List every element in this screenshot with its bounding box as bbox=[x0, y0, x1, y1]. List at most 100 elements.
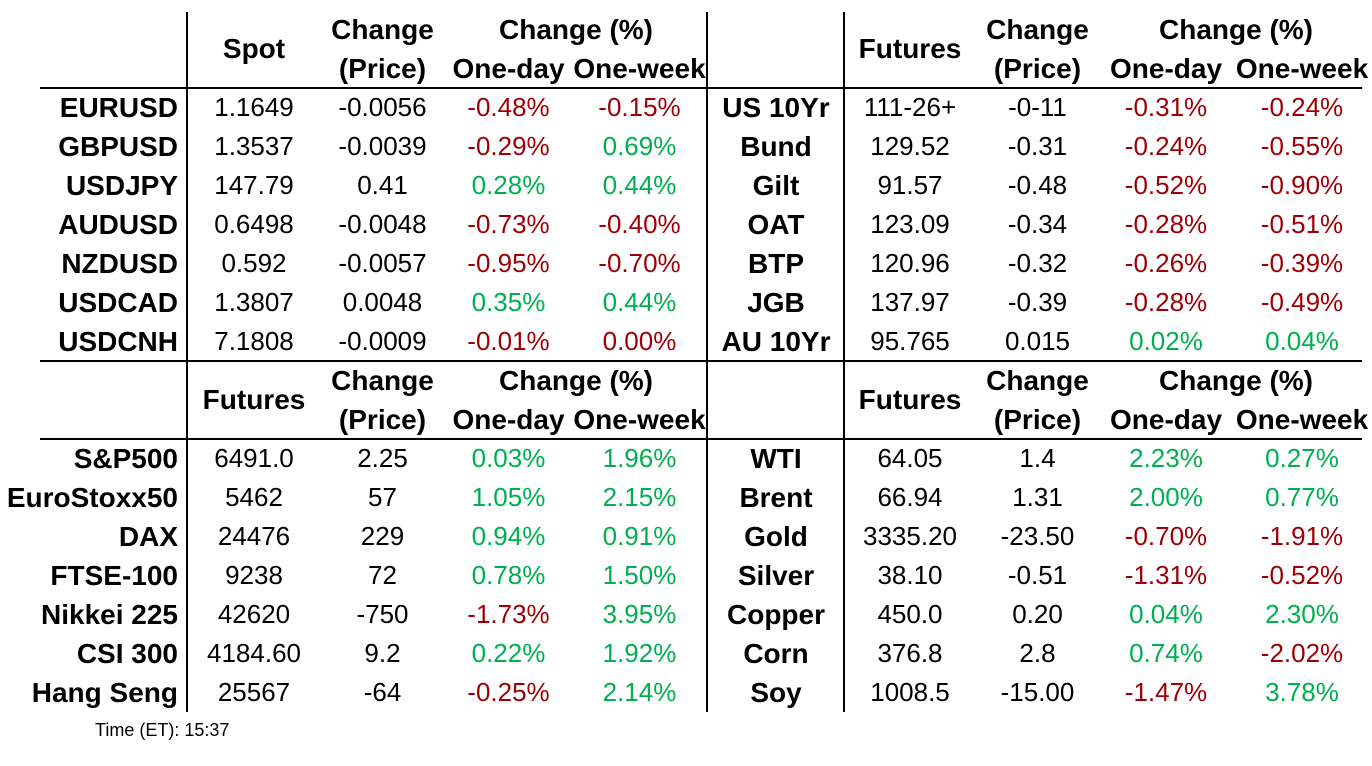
one-week-cell: 0.44% bbox=[602, 170, 677, 200]
change-cell: 9.2 bbox=[364, 638, 401, 668]
one-week-cell: 1.50% bbox=[602, 560, 677, 590]
table-row: GBPUSD 1.3537 -0.0039 -0.29% 0.69% bbox=[0, 127, 707, 166]
one-week-column-header: One-week bbox=[573, 403, 706, 435]
one-week-cell: 0.04% bbox=[1265, 326, 1339, 356]
one-week-cell: 3.95% bbox=[602, 599, 677, 629]
row-label: GBPUSD bbox=[58, 130, 178, 162]
one-day-cell: 0.74% bbox=[1129, 638, 1203, 668]
change-cell: 1.4 bbox=[1019, 443, 1056, 473]
change-cell: -0.31 bbox=[1007, 131, 1068, 161]
table-row: BTP 120.96 -0.32 -0.26% -0.39% bbox=[707, 244, 1372, 283]
value-cell: 9238 bbox=[225, 560, 283, 590]
change-cell: -15.00 bbox=[1000, 677, 1075, 707]
table-row: OAT 123.09 -0.34 -0.28% -0.51% bbox=[707, 205, 1372, 244]
row-label: Bund bbox=[740, 130, 812, 162]
change-cell: 1.31 bbox=[1012, 482, 1063, 512]
table-row: Brent 66.94 1.31 2.00% 0.77% bbox=[707, 478, 1372, 517]
divider-section-mid-right bbox=[706, 360, 1362, 362]
value-cell: 1.1649 bbox=[214, 92, 294, 122]
value-cell: 42620 bbox=[217, 599, 291, 629]
value-cell: 450.0 bbox=[877, 599, 943, 629]
one-week-cell: -2.02% bbox=[1260, 638, 1344, 668]
change-cell: 229 bbox=[360, 521, 405, 551]
value-cell: 5462 bbox=[225, 482, 283, 512]
row-label: Copper bbox=[727, 598, 825, 630]
one-day-cell: 0.03% bbox=[471, 443, 546, 473]
row-label: BTP bbox=[748, 247, 804, 279]
row-label: Silver bbox=[737, 559, 815, 591]
row-label: CSI 300 bbox=[76, 637, 178, 669]
equity-futures-table: Futures Change (Price) Change (%) One-da… bbox=[0, 361, 707, 712]
one-week-cell: 2.15% bbox=[602, 482, 677, 512]
one-week-cell: -0.90% bbox=[1260, 170, 1344, 200]
value-cell: 7.1808 bbox=[214, 326, 294, 356]
value-cell: 111-26+ bbox=[863, 92, 957, 122]
value-cell: 91.57 bbox=[877, 170, 943, 200]
value-cell: 64.05 bbox=[877, 443, 943, 473]
one-week-cell: 3.78% bbox=[1265, 677, 1339, 707]
one-week-cell: -0.24% bbox=[1260, 92, 1344, 122]
one-week-cell: 2.30% bbox=[1265, 599, 1339, 629]
value-cell: 137.97 bbox=[870, 287, 950, 317]
row-label: Gilt bbox=[752, 169, 800, 201]
one-day-cell: -1.31% bbox=[1124, 560, 1208, 590]
change-price-header-line2: (Price) bbox=[993, 403, 1082, 435]
one-week-cell: -0.52% bbox=[1260, 560, 1344, 590]
one-week-cell: 1.92% bbox=[602, 638, 677, 668]
one-week-cell: 0.00% bbox=[602, 326, 677, 356]
one-week-cell: -0.40% bbox=[598, 209, 681, 239]
spot-column-header: Spot bbox=[222, 33, 286, 64]
table-row: JGB 137.97 -0.39 -0.28% -0.49% bbox=[707, 283, 1372, 322]
row-label: FTSE-100 bbox=[50, 559, 178, 591]
value-cell: 25567 bbox=[217, 677, 291, 707]
table-row: USDJPY 147.79 0.41 0.28% 0.44% bbox=[0, 166, 707, 205]
value-cell: 95.765 bbox=[870, 326, 950, 356]
one-day-cell: 1.05% bbox=[471, 482, 546, 512]
row-label: NZDUSD bbox=[61, 247, 178, 279]
value-cell: 1008.5 bbox=[870, 677, 950, 707]
one-week-cell: -0.15% bbox=[598, 92, 681, 122]
one-day-cell: -0.52% bbox=[1124, 170, 1208, 200]
left-column: Spot Change (Price) Change (%) One-day O… bbox=[0, 10, 707, 712]
one-day-cell: 0.04% bbox=[1129, 599, 1203, 629]
change-cell: 0.41 bbox=[357, 170, 408, 200]
one-day-cell: -1.73% bbox=[467, 599, 550, 629]
one-day-cell: -0.26% bbox=[1124, 248, 1208, 278]
table-row: AUDUSD 0.6498 -0.0048 -0.73% -0.40% bbox=[0, 205, 707, 244]
row-label: Nikkei 225 bbox=[41, 598, 178, 630]
value-cell: 0.6498 bbox=[214, 209, 294, 239]
one-day-cell: 0.35% bbox=[471, 287, 546, 317]
commodity-table-header: Futures Change (Price) Change (%) One-da… bbox=[707, 361, 1372, 439]
value-cell: 66.94 bbox=[877, 482, 943, 512]
right-column: Futures Change (Price) Change (%) One-da… bbox=[707, 10, 1372, 712]
one-day-column-header: One-day bbox=[1109, 52, 1223, 84]
table-row: Gilt 91.57 -0.48 -0.52% -0.90% bbox=[707, 166, 1372, 205]
one-week-cell: 0.91% bbox=[602, 521, 677, 551]
row-label: AU 10Yr bbox=[721, 325, 831, 357]
one-day-cell: -0.29% bbox=[467, 131, 550, 161]
row-label: Brent bbox=[739, 481, 813, 513]
table-row: Hang Seng 25567 -64 -0.25% 2.14% bbox=[0, 673, 707, 712]
one-week-cell: 0.44% bbox=[602, 287, 677, 317]
row-label: USDCNH bbox=[58, 325, 178, 357]
value-cell: 0.592 bbox=[221, 248, 287, 278]
table-row: FTSE-100 9238 72 0.78% 1.50% bbox=[0, 556, 707, 595]
value-cell: 120.96 bbox=[870, 248, 950, 278]
table-row: EuroStoxx50 5462 57 1.05% 2.15% bbox=[0, 478, 707, 517]
commodity-table-body: WTI 64.05 1.4 2.23% 0.27% Brent 66.94 1.31 2.00%… bbox=[707, 439, 1372, 712]
one-week-cell: 0.27% bbox=[1265, 443, 1339, 473]
table-row: Silver 38.10 -0.51 -1.31% -0.52% bbox=[707, 556, 1372, 595]
one-day-cell: -0.28% bbox=[1124, 287, 1208, 317]
equity-table-body: S&P500 6491.0 2.25 0.03% 1.96% EuroStoxx50 546… bbox=[0, 439, 707, 712]
change-cell: 0.015 bbox=[1004, 326, 1071, 356]
one-day-cell: 0.02% bbox=[1129, 326, 1203, 356]
change-cell: -0.48 bbox=[1007, 170, 1068, 200]
divider-vertical-fx-labels bbox=[186, 12, 188, 712]
row-label: USDCAD bbox=[58, 286, 178, 318]
value-cell: 4184.60 bbox=[207, 638, 301, 668]
one-week-column-header: One-week bbox=[1235, 403, 1369, 435]
one-week-cell: 2.14% bbox=[602, 677, 677, 707]
value-cell: 129.52 bbox=[870, 131, 950, 161]
bond-futures-table: Futures Change (Price) Change (%) One-da… bbox=[707, 10, 1372, 361]
table-row: CSI 300 4184.60 9.2 0.22% 1.92% bbox=[0, 634, 707, 673]
